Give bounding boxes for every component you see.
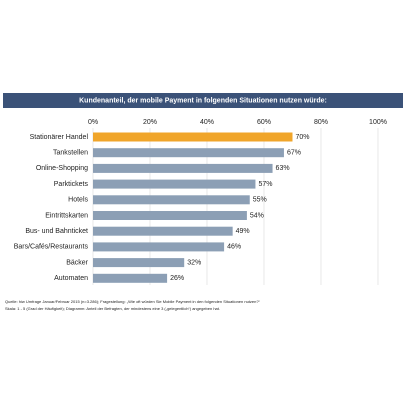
- category-label: Tankstellen: [53, 150, 88, 157]
- bar: [93, 148, 284, 158]
- category-label: Hotels: [68, 197, 88, 204]
- footnote: Skala: 1 - 5 (Grad der Häufigkeit); Diag…: [5, 306, 220, 311]
- title-bar: [3, 93, 403, 108]
- value-label: 49%: [236, 228, 250, 235]
- x-tick-label: 60%: [257, 119, 271, 126]
- bar: [93, 242, 225, 252]
- x-tick-label: 0%: [88, 119, 98, 126]
- category-label: Parktickets: [54, 181, 89, 188]
- bar: [93, 132, 293, 142]
- chart-title: Kundenanteil, der mobile Payment in folg…: [79, 97, 327, 104]
- bar: [93, 211, 247, 220]
- category-label: Eintrittskarten: [45, 212, 88, 219]
- value-label: 67%: [287, 150, 301, 157]
- bar: [93, 195, 250, 205]
- value-label: 55%: [253, 197, 267, 204]
- bar: [93, 179, 256, 189]
- x-tick-label: 40%: [200, 119, 214, 126]
- bar: [93, 273, 168, 283]
- category-label: Bäcker: [66, 259, 88, 266]
- category-label: Online-Shopping: [36, 165, 88, 172]
- value-label: 70%: [296, 134, 310, 141]
- value-label: 46%: [227, 244, 241, 251]
- x-tick-label: 20%: [143, 119, 157, 126]
- value-label: 63%: [276, 165, 290, 172]
- category-label: Bus- und Bahnticket: [25, 228, 88, 235]
- bar: [93, 258, 185, 268]
- footnote: Quelle: hiw Umfrage Januar/Februar 2015 …: [5, 299, 261, 304]
- value-label: 26%: [170, 275, 184, 282]
- x-tick-label: 80%: [314, 119, 328, 126]
- category-label: Automaten: [54, 275, 88, 282]
- value-label: 57%: [258, 181, 272, 188]
- value-label: 54%: [250, 212, 264, 219]
- x-tick-label: 100%: [369, 119, 387, 126]
- value-label: 32%: [187, 259, 201, 266]
- category-label: Stationärer Handel: [30, 134, 89, 141]
- bar: [93, 226, 233, 236]
- category-label: Bars/Cafés/Restaurants: [14, 244, 89, 251]
- bar: [93, 163, 273, 173]
